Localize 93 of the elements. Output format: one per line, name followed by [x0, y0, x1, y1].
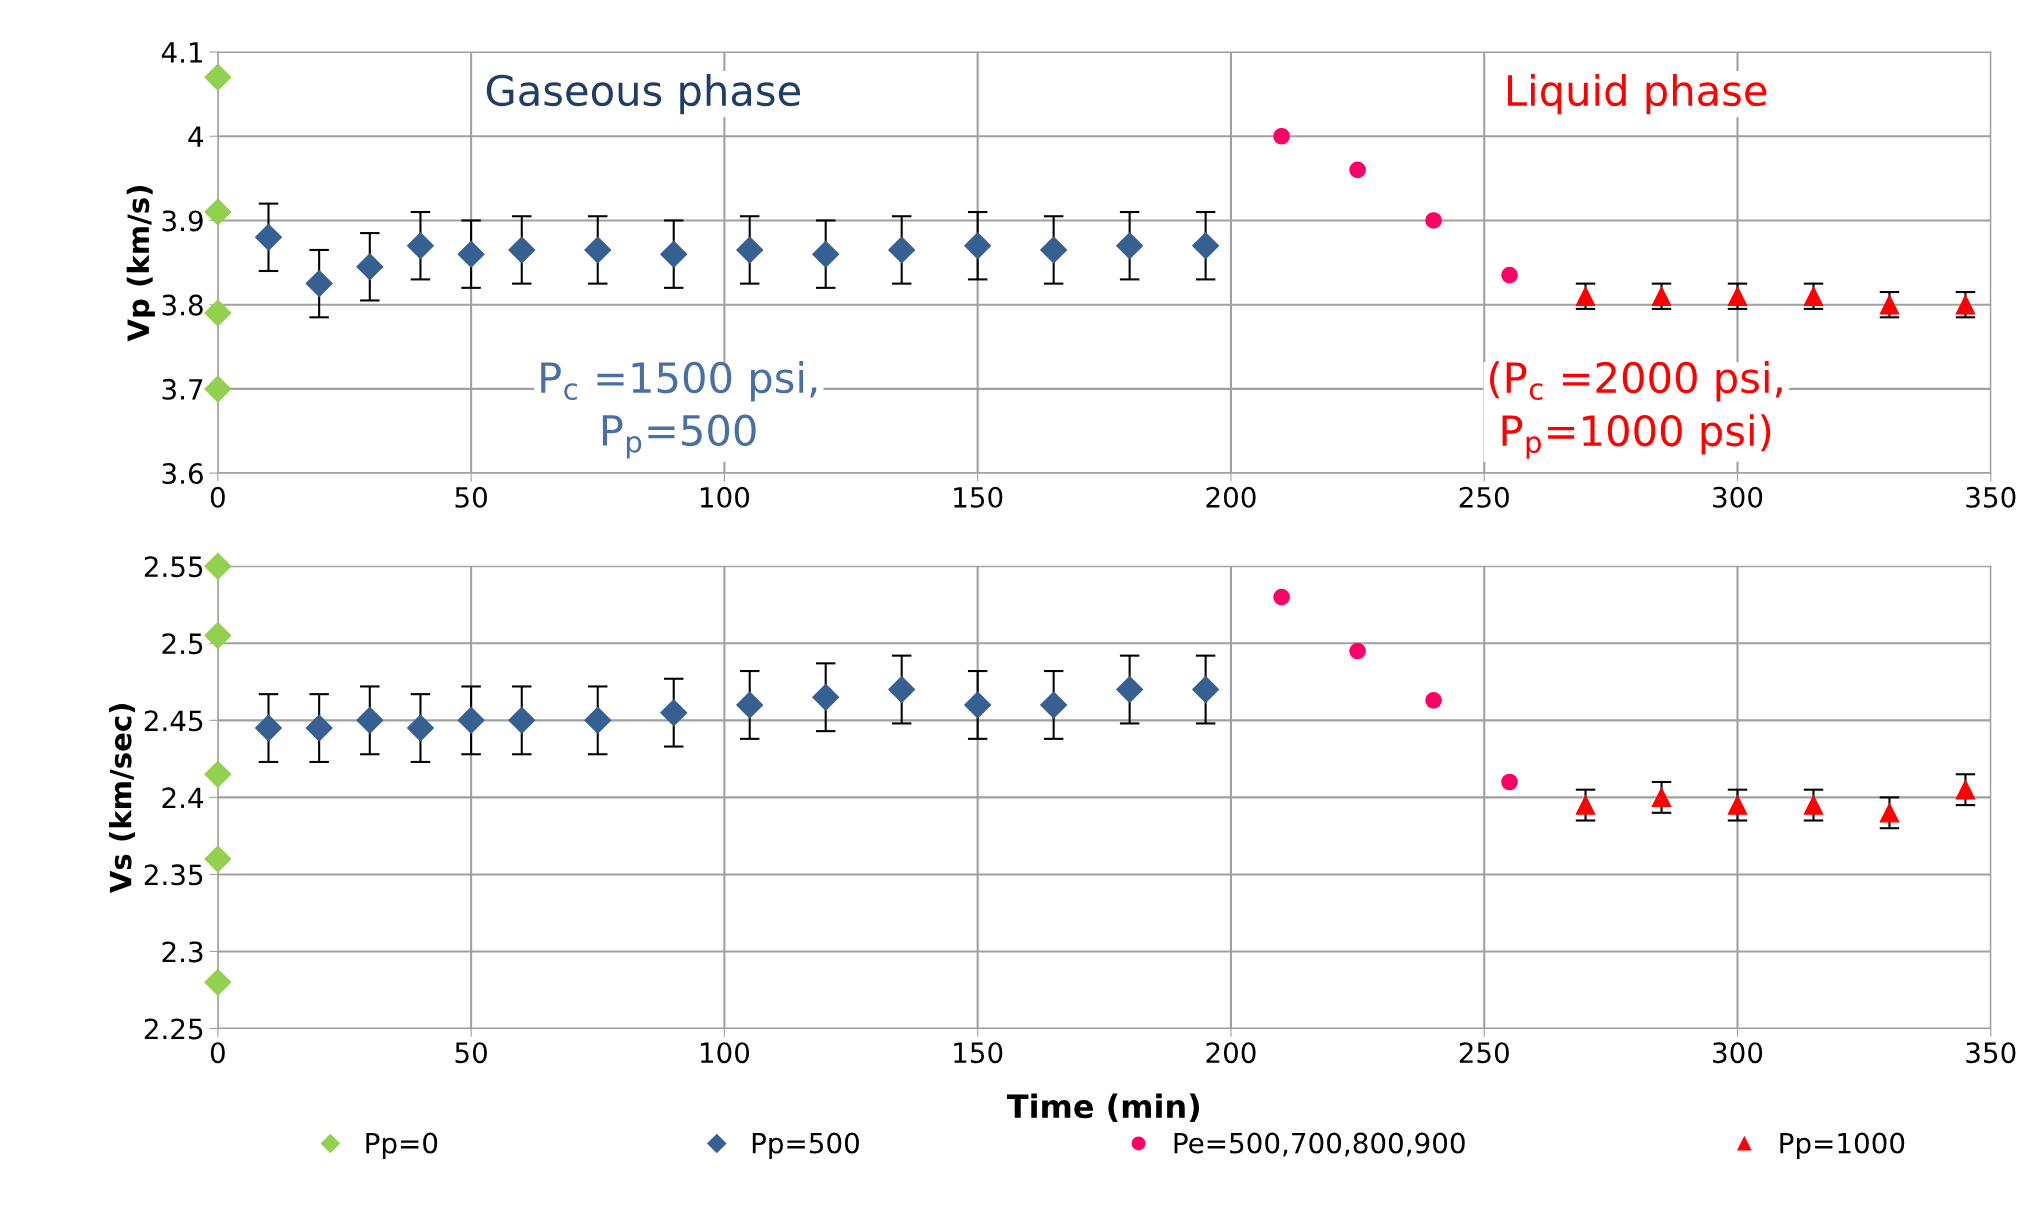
- x-tick-label: 300: [1713, 486, 1763, 508]
- y-tick-label: 3.7: [162, 378, 203, 400]
- point: [255, 714, 282, 742]
- point: [204, 845, 232, 873]
- x-tick-label: 50: [455, 1042, 487, 1064]
- point: [1955, 779, 1976, 800]
- point: [305, 714, 333, 742]
- point: [457, 706, 485, 734]
- y-axis-title: Vp (km/s): [126, 186, 155, 342]
- point: [812, 240, 840, 268]
- y-tick-label: 2.35: [144, 864, 203, 886]
- point: [1879, 803, 1900, 823]
- point: [964, 232, 992, 260]
- annotation: (P$_{c}$ =2000 psi, P$_{p}$=1000 psi): [1489, 361, 1782, 459]
- legend-label: Pe=500,700,800,900: [1174, 1132, 1465, 1157]
- y-tick-label: 4: [188, 126, 204, 147]
- point: [1425, 691, 1442, 709]
- x-tick-label: 250: [1459, 1042, 1509, 1064]
- annotation: P$_{c}$ =1500 psi, P$_{p}$=500: [541, 361, 817, 459]
- point: [964, 691, 992, 719]
- x-tick-label: 100: [700, 486, 750, 508]
- point: [508, 706, 536, 734]
- point: [406, 232, 434, 260]
- point: [255, 223, 282, 251]
- x-tick-label: 0: [210, 486, 225, 508]
- point: [888, 236, 916, 264]
- point: [356, 706, 384, 734]
- legend-label: Pp=0: [366, 1132, 438, 1159]
- point: [508, 236, 536, 264]
- point: [1425, 212, 1442, 229]
- point: [356, 253, 384, 281]
- x-tick-label: 150: [954, 486, 1003, 508]
- point: [584, 236, 612, 264]
- point: [204, 552, 232, 580]
- point: [406, 714, 434, 742]
- y-tick-label: 2.5: [162, 633, 203, 655]
- point: [204, 760, 232, 788]
- point: [584, 706, 612, 734]
- annotation: Gaseous phase: [486, 73, 800, 115]
- point: [457, 240, 485, 268]
- point: [204, 968, 232, 996]
- y-tick-label: 4.1: [161, 42, 203, 63]
- x-tick-label: 200: [1206, 1042, 1256, 1064]
- y-tick-label: 3.8: [162, 294, 203, 316]
- y-tick-label: 3.9: [162, 210, 203, 232]
- x-tick-label: 50: [455, 486, 487, 508]
- y-tick-label: 2.3: [162, 941, 203, 963]
- x-tick-label: 350: [1966, 1042, 2016, 1064]
- point: [1192, 232, 1220, 260]
- point: [204, 63, 232, 91]
- point: [888, 676, 916, 704]
- y-tick-label: 3.6: [162, 463, 203, 485]
- point: [1273, 588, 1290, 606]
- point: [736, 236, 764, 264]
- point: [1040, 236, 1068, 264]
- point: [204, 198, 232, 226]
- point: [204, 299, 232, 327]
- point: [1349, 642, 1366, 660]
- point: [1803, 795, 1824, 815]
- x-tick-label: 300: [1713, 1042, 1763, 1064]
- point: [1575, 795, 1596, 815]
- point: [1349, 161, 1366, 179]
- point: [1651, 787, 1672, 808]
- point: [1116, 232, 1144, 260]
- x-tick-label: 200: [1206, 486, 1256, 508]
- point: [1273, 127, 1290, 145]
- y-tick-label: 2.45: [144, 710, 203, 732]
- y-tick-label: 2.4: [162, 787, 204, 808]
- x-tick-label: 250: [1459, 486, 1509, 508]
- point: [736, 691, 764, 719]
- point: [1727, 795, 1748, 815]
- y-tick-label: 2.55: [144, 556, 203, 578]
- point: [1116, 676, 1144, 704]
- point: [305, 270, 333, 298]
- point: [812, 683, 840, 711]
- x-axis-title: Time (min): [1006, 1093, 1200, 1123]
- x-tick-label: 100: [700, 1042, 750, 1064]
- annotation: Liquid phase: [1507, 73, 1767, 115]
- point: [1501, 773, 1518, 791]
- x-tick-label: 150: [954, 1042, 1003, 1064]
- point: [1501, 266, 1518, 284]
- point: [1192, 676, 1220, 704]
- point: [204, 375, 232, 403]
- x-tick-label: 350: [1966, 486, 2016, 508]
- legend-label: Pp=1000: [1780, 1132, 1905, 1159]
- x-tick-label: 0: [210, 1042, 225, 1064]
- point: [660, 240, 688, 268]
- point: [1040, 691, 1068, 719]
- legend-label: Pp=500: [752, 1132, 859, 1159]
- y-tick-label: 2.25: [144, 1018, 203, 1040]
- point: [660, 699, 688, 727]
- point: [204, 622, 232, 650]
- y-axis-title: Vs (km/sec): [109, 704, 136, 894]
